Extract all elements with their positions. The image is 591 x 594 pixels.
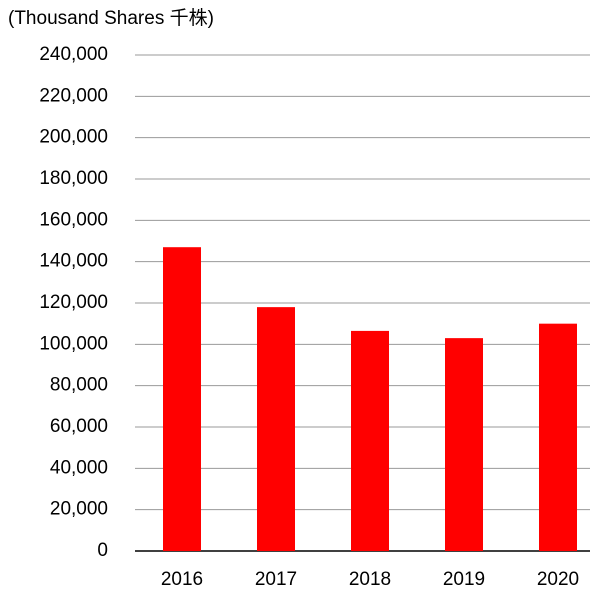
x-tick-label: 2019 — [443, 569, 485, 590]
y-tick-label: 0 — [97, 540, 108, 561]
x-tick-label: 2016 — [161, 569, 203, 590]
y-tick-label: 140,000 — [39, 251, 108, 272]
x-tick-label: 2020 — [537, 569, 579, 590]
x-tick-label: 2017 — [255, 569, 297, 590]
y-tick-label: 240,000 — [39, 44, 108, 65]
y-tick-label: 40,000 — [50, 457, 108, 478]
x-tick-label: 2018 — [349, 569, 391, 590]
y-tick-label: 100,000 — [39, 333, 108, 354]
bar — [445, 338, 483, 551]
y-tick-label: 120,000 — [39, 292, 108, 313]
bar — [257, 307, 295, 551]
y-tick-label: 160,000 — [39, 209, 108, 230]
y-tick-label: 180,000 — [39, 168, 108, 189]
bar — [351, 330, 389, 551]
y-tick-label: 220,000 — [39, 85, 108, 106]
y-tick-label: 80,000 — [50, 375, 108, 396]
bar — [163, 247, 201, 551]
y-axis-label: (Thousand Shares 千株) — [8, 7, 214, 29]
y-tick-label: 20,000 — [50, 499, 108, 520]
bar — [539, 323, 577, 551]
y-tick-label: 200,000 — [39, 127, 108, 148]
y-tick-label: 60,000 — [50, 416, 108, 437]
